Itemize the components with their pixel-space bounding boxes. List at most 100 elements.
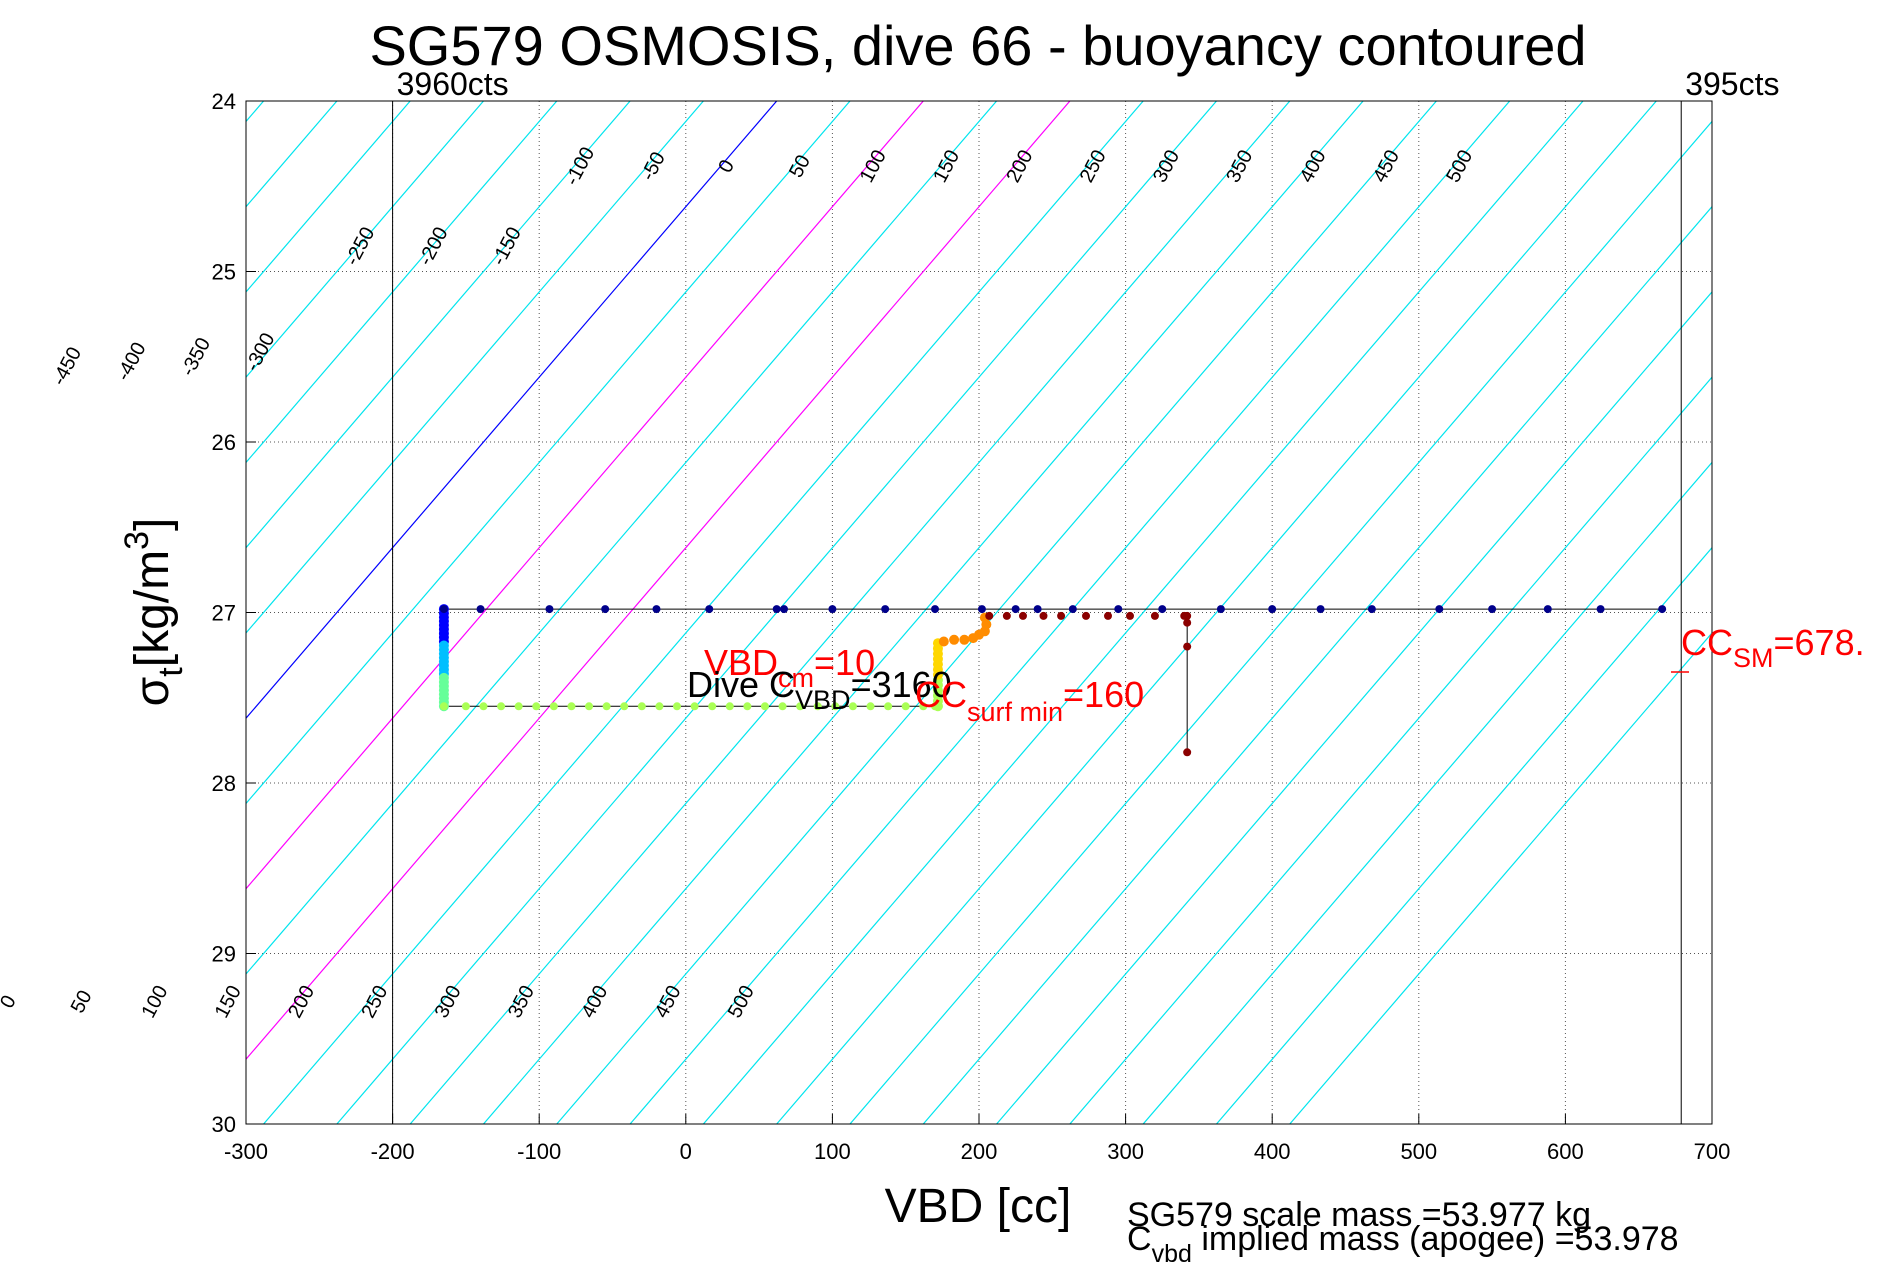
annotation-cc-surf-main: CC — [915, 674, 967, 715]
track-point-top — [1658, 605, 1667, 614]
track-point-top — [439, 605, 448, 614]
track-point-top — [545, 605, 554, 614]
x-tick-label: 200 — [961, 1139, 998, 1164]
annotation-dive-c-value: =3160 — [851, 664, 952, 705]
track-point-top — [1268, 605, 1277, 614]
dive-track — [438, 604, 1667, 757]
y-tick-label: 27 — [212, 601, 236, 626]
track-point-top — [1488, 605, 1497, 614]
vbd-limit-lines: 3960cts 395cts — [392, 66, 1779, 1124]
track-point-middle — [497, 702, 506, 711]
plot-frame — [245, 100, 1713, 1125]
x-tick-label: -200 — [371, 1139, 415, 1164]
annotation-cc-sm-main: CC — [1681, 622, 1733, 663]
track-point-middle — [690, 702, 699, 711]
annotation-cc-sm: CCSM=678. — [1681, 622, 1865, 673]
axes: -300 -200 -100 0 100 200 300 400 500 600 700 24 25 26… — [212, 89, 1731, 1164]
annotation-cc-surf-sub: surf min — [967, 697, 1063, 727]
track-point-middle — [708, 702, 717, 711]
track-point-red — [1125, 611, 1134, 620]
y-tick-label: 29 — [212, 942, 236, 967]
track-point-ascent-curve — [959, 634, 970, 645]
buoyancy-contour — [246, 101, 998, 975]
track-point-top — [1216, 605, 1225, 614]
annotation-vbd-cm: VBDcm=10 — [704, 642, 875, 693]
chart-title: SG579 OSMOSIS, dive 66 - buoyancy contou… — [369, 14, 1586, 77]
track-point-red — [985, 611, 994, 620]
x-tick-label: 300 — [1107, 1139, 1144, 1164]
track-point-ascent-curve — [949, 634, 960, 645]
track-point-red — [1104, 611, 1113, 620]
annotation-dive-c-vbd: Dive CVBD=3160 — [687, 664, 952, 715]
track-point-middle — [725, 702, 734, 711]
track-point-middle — [637, 702, 646, 711]
annotation-dive-c-sub: VBD — [795, 685, 851, 715]
annotation-implied-mass-sub: vbd — [1152, 1240, 1192, 1262]
y-tick-label: 30 — [212, 1112, 236, 1137]
vbd-limit-label-min: 395cts — [1685, 66, 1779, 102]
buoyancy-contour — [246, 101, 484, 379]
annotation-implied-mass-value: implied mass (apogee) =53.978 — [1192, 1220, 1679, 1258]
annotation-cc-surf-value: =160 — [1063, 674, 1144, 715]
track-point-top — [1068, 605, 1077, 614]
buoyancy-contour — [246, 101, 704, 634]
buoyancy-contour — [246, 101, 851, 805]
track-point-middle — [743, 702, 752, 711]
track-point-red — [1057, 611, 1066, 620]
track-point-middle — [673, 702, 682, 711]
buoyancy-contours — [246, 101, 1712, 1124]
buoyancy-contour — [246, 101, 558, 464]
x-tick-label: 600 — [1547, 1139, 1584, 1164]
track-point-red — [1002, 611, 1011, 620]
track-point-top — [1114, 605, 1123, 614]
annotation-implied-mass: Cvbd implied mass (apogee) =53.978 — [1127, 1220, 1679, 1262]
y-axis-label-superscript: 3 — [118, 531, 156, 550]
buoyancy-contour-cc-bound — [246, 101, 1071, 1061]
y-axis-label-symbol: σ — [126, 677, 179, 707]
track-point-middle — [778, 702, 787, 711]
track-point-top — [601, 605, 610, 614]
track-point-middle — [567, 702, 576, 711]
track-point-top — [881, 605, 890, 614]
y-tick-label: 25 — [212, 260, 236, 285]
track-point-drop — [1183, 748, 1192, 757]
vbd-limit-label-max: 3960cts — [397, 66, 509, 102]
buoyancy-contour — [1142, 461, 1712, 1124]
track-point-middle — [439, 702, 448, 711]
track-point-top — [931, 605, 940, 614]
buoyancy-contour — [922, 205, 1712, 1124]
track-point-middle — [585, 702, 594, 711]
track-point-middle — [602, 702, 611, 711]
buoyancy-contour — [246, 101, 631, 549]
track-point-top — [1033, 605, 1042, 614]
annotation-cc-surf-min: CCsurf min=160 — [915, 674, 1144, 727]
track-point-middle — [813, 702, 822, 711]
track-point-middle — [655, 702, 664, 711]
y-axis-label-subscript: t — [152, 667, 190, 677]
y-tick-label: 26 — [212, 430, 236, 455]
track-point-drop — [1183, 618, 1192, 627]
buoyancy-contour — [1216, 546, 1712, 1124]
annotation-scale-mass: SG579 scale mass =53.977 kg — [1127, 1196, 1591, 1234]
track-point-top — [1367, 605, 1376, 614]
track-point-middle — [866, 702, 875, 711]
track-point-middle — [620, 702, 629, 711]
track-point-middle — [479, 702, 488, 711]
track-point-red — [1039, 611, 1048, 620]
track-point-top — [705, 605, 714, 614]
x-tick-label: 500 — [1400, 1139, 1437, 1164]
track-point-middle — [760, 702, 769, 711]
track-point-middle — [461, 702, 470, 711]
track-point-top — [476, 605, 485, 614]
buoyancy-contour-cc-bound — [246, 101, 924, 890]
buoyancy-contour — [1069, 376, 1712, 1124]
buoyancy-contour — [849, 120, 1712, 1124]
x-tick-label: 0 — [680, 1139, 692, 1164]
track-point-top — [1596, 605, 1605, 614]
track-point-middle — [919, 702, 928, 711]
track-point-red — [1150, 611, 1159, 620]
y-tick-label: 24 — [212, 89, 236, 114]
track-point-middle — [931, 702, 940, 711]
x-tick-label: 400 — [1254, 1139, 1291, 1164]
